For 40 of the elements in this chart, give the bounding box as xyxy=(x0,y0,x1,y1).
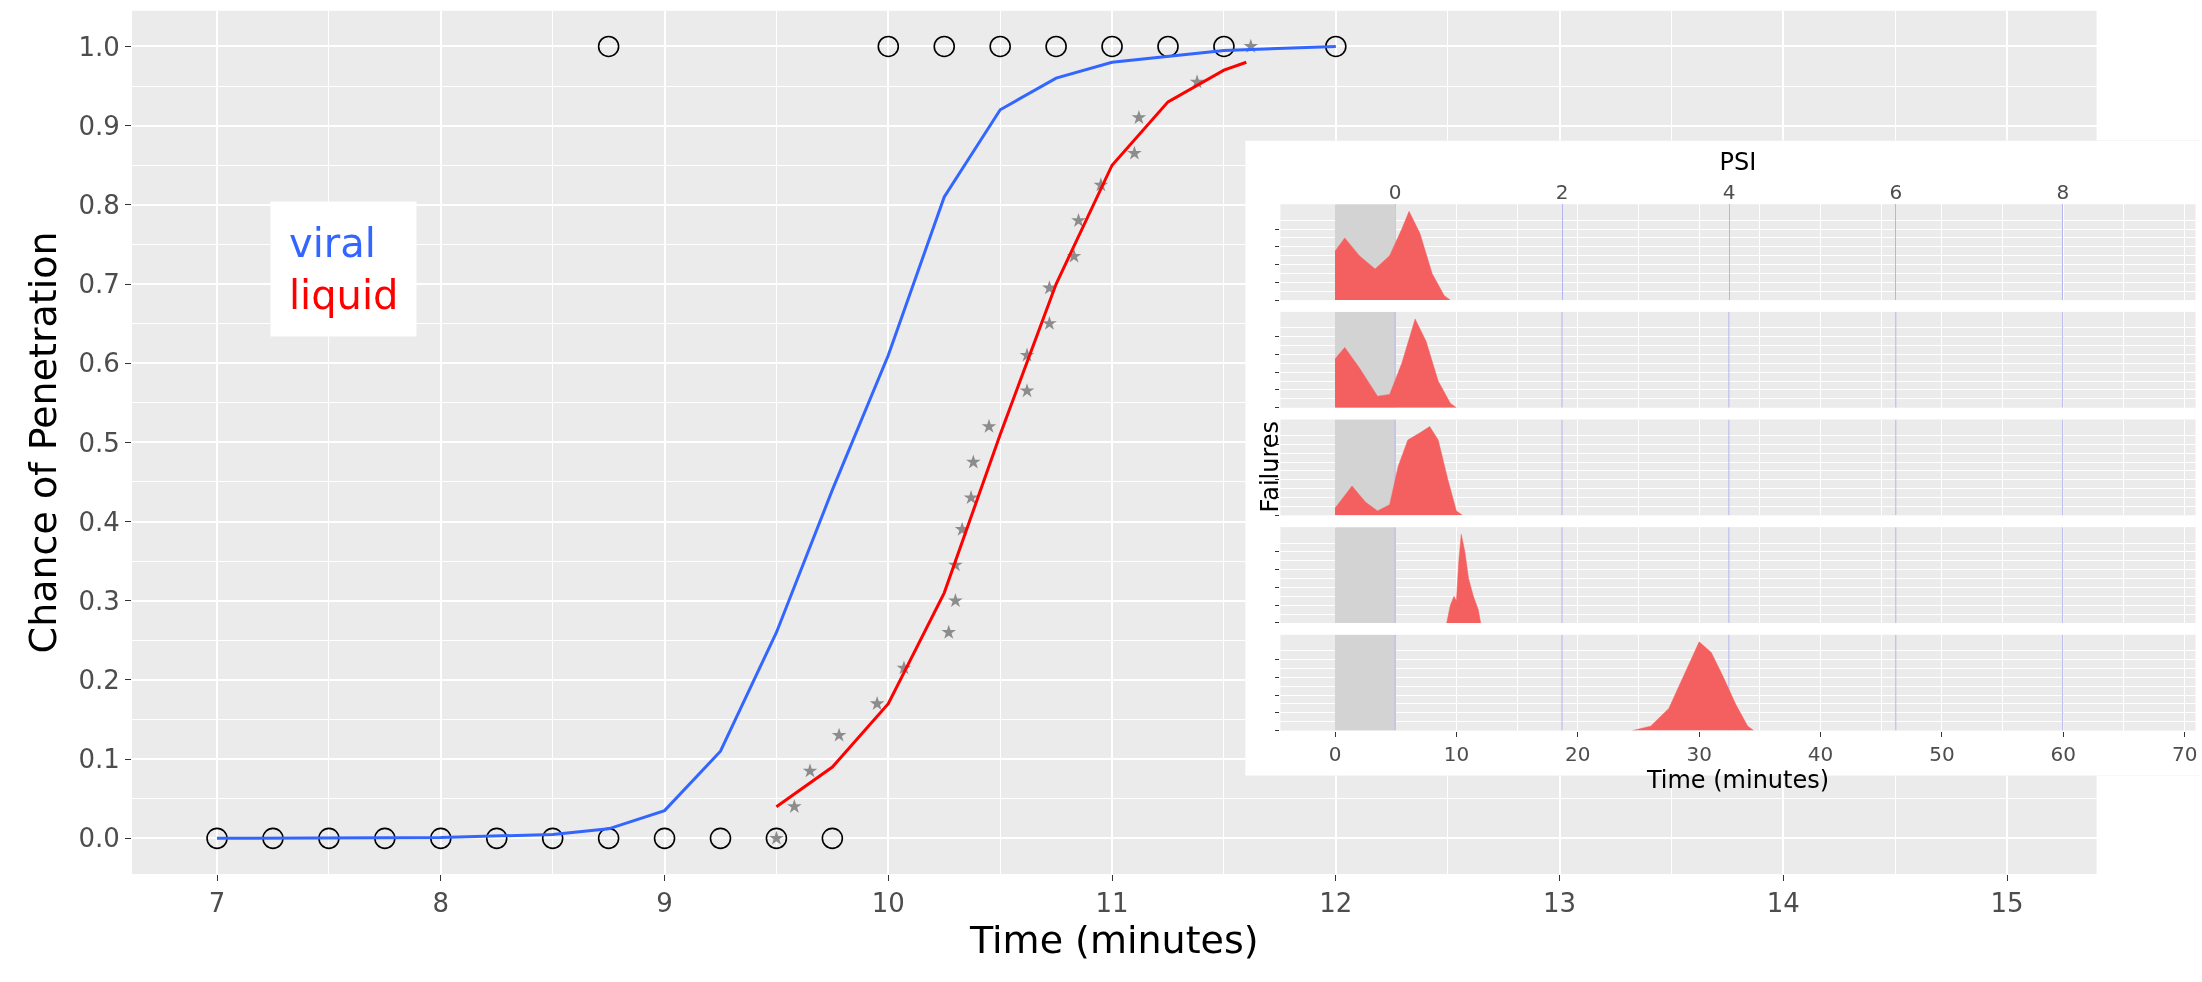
x-tick-label: 14 xyxy=(1766,888,1800,919)
x-tick-label: 30 xyxy=(1686,741,1712,766)
x-tick-label: 20 xyxy=(1565,741,1591,766)
text: liquid xyxy=(289,272,399,318)
x2-tick-label: 6 xyxy=(1889,180,1903,205)
x-tick-label: 13 xyxy=(1543,888,1577,919)
y-tick-label: 0.3 xyxy=(78,585,120,616)
y-axis-title: Chance of Penetration xyxy=(20,231,65,654)
x-tick-label: 11 xyxy=(1095,888,1129,919)
x2-axis-title: PSI xyxy=(1719,148,1757,177)
text: Time (minutes) xyxy=(1646,765,1830,794)
x2-tick-label: 2 xyxy=(1555,180,1569,205)
x2-tick-label: 0 xyxy=(1388,180,1402,205)
y-tick-label: 0.2 xyxy=(78,665,120,696)
y-axis-title: Failures xyxy=(1255,420,1284,513)
text: viral xyxy=(289,220,376,266)
y-tick-label: 1.0 xyxy=(78,31,120,62)
x-tick-label: 40 xyxy=(1807,741,1834,766)
x-tick-label: 0 xyxy=(1328,741,1342,766)
x-axis-title: Time (minutes) xyxy=(969,918,1259,963)
x-tick-label: 7 xyxy=(208,888,226,919)
y-tick-label: 0.9 xyxy=(78,110,120,141)
y-tick-label: 0.7 xyxy=(78,269,120,300)
x-tick-label: 15 xyxy=(1990,888,2024,919)
y-tick-label: 0.6 xyxy=(78,348,120,379)
x-tick-label: 70 xyxy=(2171,741,2198,766)
x-tick-label: 50 xyxy=(1929,741,1955,766)
x2-tick-label: 4 xyxy=(1722,180,1736,205)
y-tick-label: 0.4 xyxy=(78,506,120,537)
x-tick-label: 9 xyxy=(656,888,673,919)
x2-tick-label: 8 xyxy=(2056,180,2070,205)
x-tick-label: 8 xyxy=(432,888,450,919)
y-tick-label: 0.0 xyxy=(78,823,120,854)
y-tick-label: 0.1 xyxy=(78,744,120,775)
x-tick-label: 60 xyxy=(2050,741,2077,766)
x-tick-label: 10 xyxy=(871,888,905,919)
x-tick-label: 12 xyxy=(1319,888,1353,919)
y-tick-label: 0.8 xyxy=(78,189,120,220)
y-tick-label: 0.5 xyxy=(78,427,120,458)
x-tick-label: 10 xyxy=(1443,741,1470,766)
